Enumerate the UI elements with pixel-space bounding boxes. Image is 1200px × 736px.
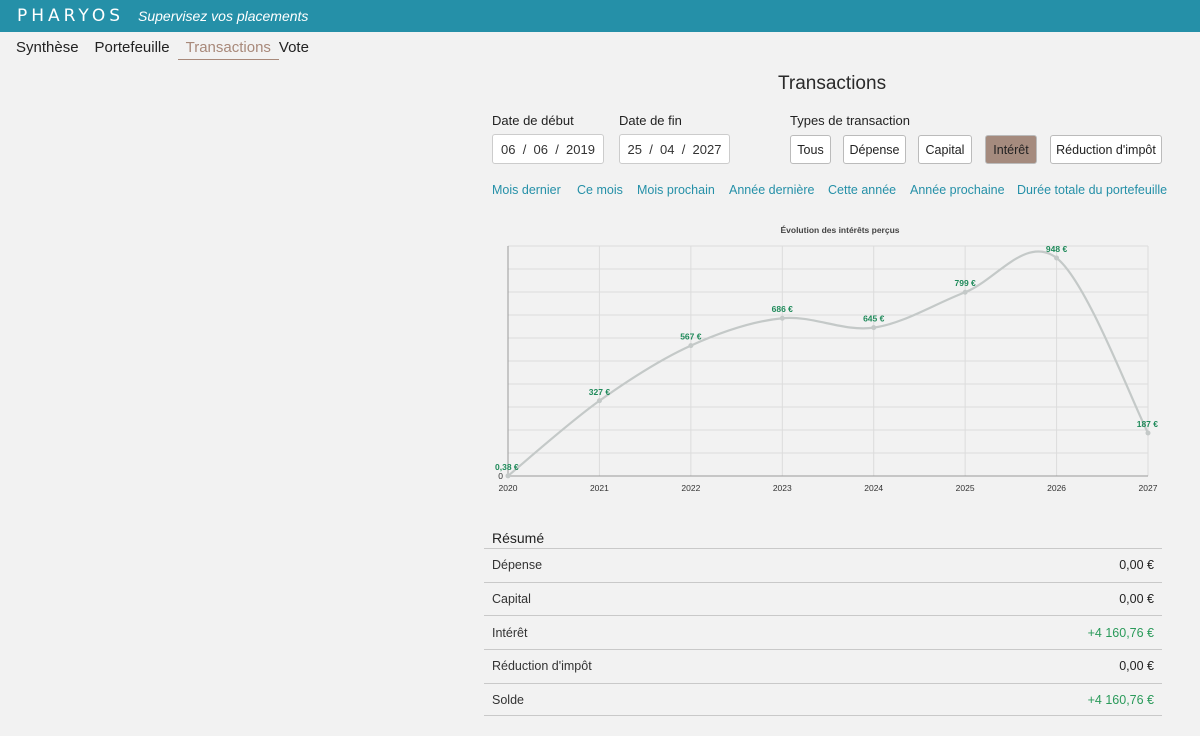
transaction-types-label: Types de transaction	[790, 113, 910, 128]
interest-chart: Évolution des intérêts perçus 0 2020 2021 20…	[484, 216, 1164, 500]
range-this-month-link[interactable]: Ce mois	[577, 183, 623, 197]
data-label: 686 €	[772, 304, 794, 314]
range-last-year-link[interactable]: Année dernière	[729, 183, 815, 197]
type-expense-button[interactable]: Dépense	[843, 135, 906, 164]
data-point	[1054, 255, 1060, 261]
data-label: 327 €	[589, 387, 611, 397]
resume-row-value: 0,00 €	[1119, 558, 1154, 573]
resume-row-value: +4 160,76 €	[1087, 625, 1154, 640]
brand-tagline: Supervisez vos placements	[138, 8, 309, 24]
data-label: 948 €	[1046, 244, 1068, 254]
x-tick-label: 2026	[1047, 483, 1066, 493]
x-tick-label: 2025	[956, 483, 975, 493]
resume-row: Dépense 0,00 €	[484, 548, 1162, 582]
series-line	[507, 250, 1149, 477]
end-date-label: Date de fin	[619, 113, 682, 128]
data-point	[505, 473, 511, 479]
data-label: 0,38 €	[495, 462, 519, 472]
data-label: 567 €	[680, 332, 702, 342]
resume-row: Capital 0,00 €	[484, 581, 1162, 616]
data-point	[962, 289, 968, 295]
data-point	[596, 398, 602, 404]
type-all-button[interactable]: Tous	[790, 135, 831, 164]
range-next-month-link[interactable]: Mois prochain	[637, 183, 715, 197]
data-label: 645 €	[863, 314, 885, 324]
interest-chart-svg: Évolution des intérêts perçus 0 2020 2021 20…	[495, 225, 1159, 493]
top-bar: PHARYOS Supervisez vos placements	[0, 0, 1200, 32]
nav-vote[interactable]: Vote	[278, 39, 309, 56]
x-tick-label: 2020	[499, 483, 518, 493]
resume-table: Dépense 0,00 € Capital 0,00 € Intérêt +4 160,…	[484, 548, 1162, 717]
resume-row-label: Intérêt	[492, 625, 528, 640]
page-title: Transactions	[778, 73, 887, 94]
x-tick-label: 2027	[1139, 483, 1158, 493]
type-interest-button[interactable]: Intérêt	[985, 135, 1037, 164]
start-date-input[interactable]: 06 / 06 / 2019	[492, 134, 604, 164]
resume-row-value: 0,00 €	[1119, 659, 1154, 674]
resume-row-value: +4 160,76 €	[1087, 692, 1154, 707]
resume-row-label: Solde	[492, 692, 524, 707]
x-tick-label: 2022	[681, 483, 700, 493]
chart-title: Évolution des intérêts perçus	[780, 225, 899, 235]
resume-row-label: Capital	[492, 592, 531, 607]
resume-row: Solde +4 160,76 €	[484, 682, 1162, 717]
nav-synthese[interactable]: Synthèse	[16, 39, 79, 56]
resume-row-value: 0,00 €	[1119, 592, 1154, 607]
resume-title: Résumé	[492, 530, 545, 546]
type-capital-button[interactable]: Capital	[918, 135, 972, 164]
y-tick-label: 0	[498, 471, 503, 481]
data-point	[779, 315, 785, 321]
range-next-year-link[interactable]: Année prochaine	[910, 183, 1005, 197]
start-date-label: Date de début	[492, 113, 574, 128]
nav-transactions[interactable]: Transactions	[177, 37, 279, 60]
range-full-duration-link[interactable]: Durée totale du portefeuille	[1017, 183, 1168, 197]
resume-row: Réduction d'impôt 0,00 €	[484, 649, 1162, 683]
main-nav: Synthèse Portefeuille Transactions Vote	[8, 37, 317, 60]
resume-row: Intérêt +4 160,76 €	[484, 615, 1162, 649]
range-this-year-link[interactable]: Cette année	[828, 183, 897, 197]
end-date-input[interactable]: 25 / 04 / 2027	[619, 134, 730, 164]
brand-logo[interactable]: PHARYOS	[17, 6, 125, 26]
range-last-month-link[interactable]: Mois dernier	[492, 183, 561, 197]
type-tax-reduction-button[interactable]: Réduction d'impôt	[1050, 135, 1162, 164]
data-label: 187 €	[1137, 419, 1159, 429]
data-point	[1145, 430, 1151, 436]
x-tick-label: 2024	[864, 483, 883, 493]
x-tick-label: 2023	[773, 483, 792, 493]
data-point	[871, 325, 877, 331]
nav-portefeuille[interactable]: Portefeuille	[94, 39, 170, 56]
resume-row-label: Dépense	[492, 558, 543, 573]
data-point	[688, 343, 694, 349]
x-tick-label: 2021	[590, 483, 609, 493]
resume-row-label: Réduction d'impôt	[492, 659, 592, 674]
data-label: 799 €	[955, 278, 977, 288]
